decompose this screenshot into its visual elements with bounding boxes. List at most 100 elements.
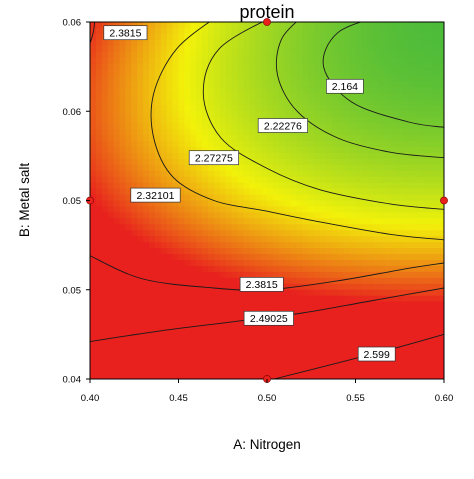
heatmap-cell bbox=[101, 152, 109, 160]
heatmap-cell bbox=[213, 182, 221, 190]
heatmap-cell bbox=[349, 129, 357, 136]
heatmap-cell bbox=[213, 343, 221, 350]
heatmap-cell bbox=[261, 349, 268, 356]
heatmap-cell bbox=[190, 33, 197, 41]
heatmap-cell bbox=[213, 212, 221, 219]
heatmap-cell bbox=[154, 218, 162, 225]
heatmap-cell bbox=[131, 176, 138, 184]
heatmap-cell bbox=[149, 337, 156, 344]
heatmap-cell bbox=[154, 51, 162, 59]
heatmap-cell bbox=[178, 337, 185, 344]
heatmap-cell bbox=[113, 242, 121, 249]
heatmap-cell bbox=[231, 182, 239, 190]
heatmap-cell bbox=[119, 248, 126, 255]
heatmap-cell bbox=[208, 236, 215, 243]
heatmap-cell bbox=[190, 170, 197, 178]
heatmap-cell bbox=[432, 283, 439, 291]
heatmap-cell bbox=[337, 349, 345, 356]
heatmap-cell bbox=[131, 182, 138, 190]
heatmap-cell bbox=[278, 254, 286, 261]
heatmap-cell bbox=[296, 182, 303, 190]
heatmap-cell bbox=[95, 200, 103, 208]
heatmap-cell bbox=[125, 22, 132, 29]
heatmap-cell bbox=[408, 319, 416, 327]
heatmap-cell bbox=[379, 260, 386, 267]
heatmap-cell bbox=[385, 337, 392, 344]
heatmap-cell bbox=[107, 51, 115, 59]
heatmap-cell bbox=[331, 230, 339, 237]
heatmap-cell bbox=[219, 355, 227, 362]
heatmap-cell bbox=[396, 146, 404, 154]
heatmap-cell bbox=[408, 230, 416, 237]
heatmap-cell bbox=[261, 343, 268, 350]
heatmap-cell bbox=[213, 349, 221, 356]
heatmap-cell bbox=[379, 39, 386, 47]
heatmap-cell bbox=[314, 33, 321, 41]
heatmap-cell bbox=[237, 63, 244, 71]
heatmap-cell bbox=[367, 152, 374, 160]
heatmap-cell bbox=[119, 39, 126, 47]
heatmap-cell bbox=[379, 63, 386, 71]
heatmap-cell bbox=[255, 361, 262, 368]
heatmap-cell bbox=[249, 325, 256, 332]
heatmap-cell bbox=[107, 265, 115, 273]
heatmap-cell bbox=[95, 242, 103, 249]
heatmap-cell bbox=[154, 271, 162, 279]
heatmap-cell bbox=[137, 39, 144, 47]
heatmap-cell bbox=[202, 271, 209, 279]
heatmap-cell bbox=[426, 176, 433, 184]
heatmap-cell bbox=[190, 39, 197, 47]
heatmap-cell bbox=[166, 212, 174, 219]
heatmap-cell bbox=[385, 361, 392, 368]
heatmap-cell bbox=[373, 158, 380, 166]
heatmap-cell bbox=[113, 93, 121, 100]
heatmap-cell bbox=[166, 105, 174, 112]
heatmap-cell bbox=[367, 331, 374, 338]
heatmap-cell bbox=[296, 224, 303, 231]
heatmap-cell bbox=[355, 313, 362, 321]
heatmap-cell bbox=[219, 289, 227, 297]
heatmap-cell bbox=[137, 51, 144, 59]
heatmap-cell bbox=[213, 307, 221, 315]
heatmap-cell bbox=[149, 283, 156, 291]
heatmap-cell bbox=[172, 367, 180, 374]
heatmap-cell bbox=[337, 212, 345, 219]
heatmap-cell bbox=[408, 200, 416, 208]
heatmap-cell bbox=[178, 200, 185, 208]
heatmap-cell bbox=[432, 367, 439, 374]
heatmap-cell bbox=[219, 141, 227, 148]
heatmap-cell bbox=[432, 307, 439, 315]
heatmap-cell bbox=[178, 218, 185, 225]
heatmap-cell bbox=[107, 271, 115, 279]
heatmap-cell bbox=[314, 206, 321, 213]
heatmap-cell bbox=[237, 27, 244, 35]
heatmap-cell bbox=[278, 343, 286, 350]
heatmap-cell bbox=[190, 283, 197, 291]
heatmap-cell bbox=[261, 81, 268, 89]
heatmap-cell bbox=[402, 307, 410, 315]
heatmap-cell bbox=[190, 123, 197, 130]
heatmap-cell bbox=[190, 248, 197, 255]
heatmap-cell bbox=[290, 99, 298, 106]
heatmap-cell bbox=[355, 343, 362, 350]
heatmap-cell bbox=[125, 260, 132, 267]
heatmap-cell bbox=[249, 331, 256, 338]
heatmap-cell bbox=[390, 373, 398, 379]
heatmap-cell bbox=[131, 105, 138, 112]
heatmap-cell bbox=[196, 343, 203, 350]
heatmap-cell bbox=[113, 123, 121, 130]
heatmap-cell bbox=[267, 301, 274, 309]
heatmap-cell bbox=[172, 27, 180, 35]
heatmap-cell bbox=[326, 141, 333, 148]
heatmap-cell bbox=[296, 313, 303, 321]
heatmap-cell bbox=[154, 254, 162, 261]
heatmap-cell bbox=[296, 283, 303, 291]
heatmap-cell bbox=[255, 230, 262, 237]
heatmap-cell bbox=[267, 200, 274, 208]
heatmap-cell bbox=[385, 325, 392, 332]
heatmap-cell bbox=[178, 27, 185, 35]
heatmap-cell bbox=[337, 283, 345, 291]
heatmap-cell bbox=[261, 75, 268, 83]
heatmap-cell bbox=[267, 93, 274, 100]
heatmap-cell bbox=[355, 51, 362, 59]
